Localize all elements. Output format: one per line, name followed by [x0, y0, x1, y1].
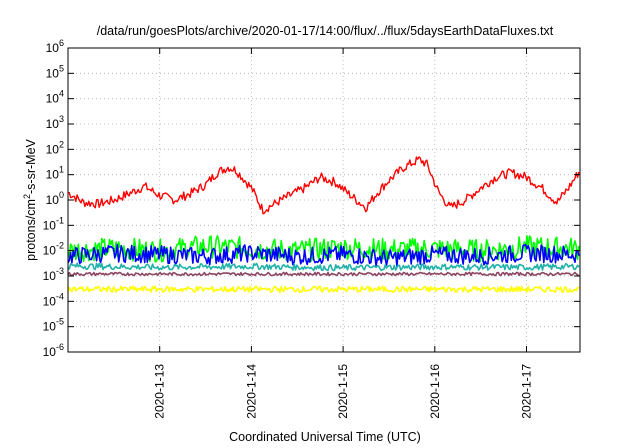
x-axis-label: Coordinated Universal Time (UTC): [229, 430, 421, 444]
y-tick-label: 102: [46, 139, 64, 156]
series-line-0: [67, 156, 580, 215]
series-line-3: [67, 262, 580, 272]
y-tick-label: 103: [46, 114, 64, 131]
y-axis-label-suffix: -s-sr-MeV: [24, 138, 38, 194]
series-line-2: [67, 243, 580, 267]
series-line-1: [67, 235, 580, 263]
ticks: 10-6 10-5 10-4 10-3 10-2 10-1 100 101 102 103 104 1…: [43, 38, 580, 419]
y-tick-label: 104: [46, 89, 64, 106]
y-axis-label: protons/cm2-s-sr-MeV: [22, 138, 38, 260]
y-axis-label-text: protons/cm: [24, 199, 38, 261]
x-tick-label: 2020-1-14: [244, 364, 258, 419]
y-tick-label: 106: [46, 38, 64, 55]
x-tick-label: 2020-1-13: [153, 364, 167, 419]
x-tick-label: 2020-1-16: [428, 364, 442, 419]
svg-text:protons/cm2-s-sr-MeV: protons/cm2-s-sr-MeV: [22, 138, 38, 260]
y-tick-label: 101: [46, 165, 64, 182]
chart-title: /data/run/goesPlots/archive/2020-01-17/1…: [97, 24, 554, 38]
x-tick-label: 2020-1-15: [336, 364, 350, 419]
y-axis-label-superscript: 2: [22, 194, 32, 199]
y-tick-label: 10-1: [43, 215, 64, 232]
y-tick-label: 10-4: [43, 291, 64, 308]
series-line-5: [67, 285, 580, 294]
y-tick-label: 10-5: [43, 317, 64, 334]
y-tick-label: 10-3: [43, 266, 64, 283]
y-tick-label: 100: [46, 190, 64, 207]
series-line-4: [67, 271, 580, 277]
y-tick-label: 10-6: [43, 342, 64, 359]
y-tick-label: 10-2: [43, 241, 64, 258]
x-tick-label: 2020-1-17: [520, 364, 534, 419]
y-tick-label: 105: [46, 63, 64, 80]
series-group: [67, 156, 580, 294]
